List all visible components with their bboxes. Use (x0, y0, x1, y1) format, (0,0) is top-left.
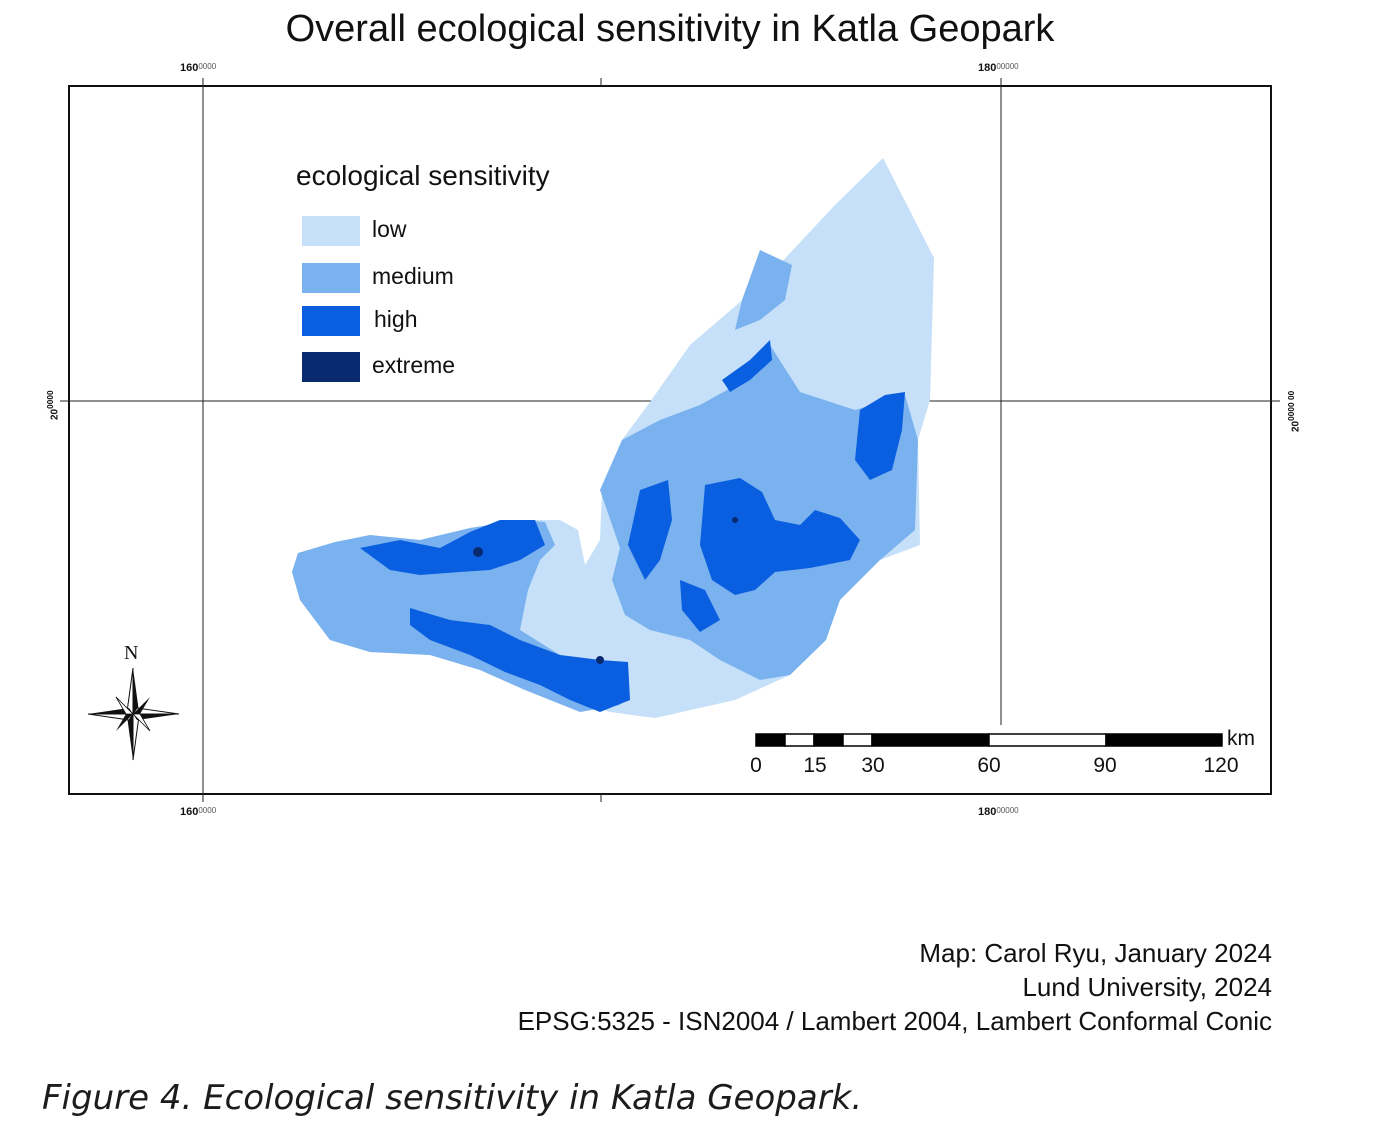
legend-swatch-high (302, 306, 360, 336)
scale-seg-4 (842, 733, 873, 747)
north-label: N (124, 642, 139, 664)
credit-projection: EPSG:5325 - ISN2004 / Lambert 2004, Lamb… (517, 1006, 1272, 1036)
map-frame (68, 85, 1272, 795)
legend-swatch-extreme (302, 352, 360, 382)
region-extreme-sensitivity (473, 517, 738, 664)
grid-label-top-160: 1600000 (180, 62, 217, 74)
grid-label-bottom-160: 1600000 (180, 806, 217, 818)
grid-label-bottom-180: 18000000 (978, 806, 1019, 818)
legend-label-high: high (374, 306, 418, 332)
scale-seg-1 (755, 733, 786, 747)
scale-unit: km (1227, 727, 1255, 750)
legend-label-extreme: extreme (372, 352, 456, 378)
legend-label-medium: medium (372, 263, 454, 289)
scale-seg-6 (988, 733, 1107, 747)
map-credits: Map: Carol Ryu, January 2024 Lund Univer… (518, 936, 1272, 1038)
credit-author: Map: Carol Ryu, January 2024 (919, 938, 1272, 968)
legend-title: ecological sensitivity (296, 160, 550, 191)
legend-swatch-low (302, 216, 360, 246)
scale-seg-5 (871, 733, 990, 747)
scale-label-0: 0 (750, 754, 762, 777)
legend-swatch-medium (302, 263, 360, 293)
figure-caption: Figure 4. Ecological sensitivity in Katl… (42, 1078, 863, 1118)
scale-seg-2 (784, 733, 815, 747)
scale-label-90: 90 (1093, 754, 1117, 777)
scale-label-15: 15 (803, 754, 827, 777)
scale-seg-3 (813, 733, 844, 747)
north-arrow-icon (87, 667, 180, 761)
scale-label-120: 120 (1203, 754, 1239, 777)
scale-bar (755, 733, 1223, 747)
scale-label-30: 30 (861, 754, 885, 777)
legend-label-low: low (372, 216, 407, 242)
scale-seg-7 (1105, 733, 1223, 747)
scale-label-60: 60 (977, 754, 1001, 777)
credit-institution: Lund University, 2024 (1022, 972, 1272, 1002)
region-high-sensitivity (360, 340, 905, 712)
grid-label-top-180: 18000000 (978, 62, 1019, 74)
map-title: Overall ecological sensitivity in Katla … (285, 8, 1055, 50)
